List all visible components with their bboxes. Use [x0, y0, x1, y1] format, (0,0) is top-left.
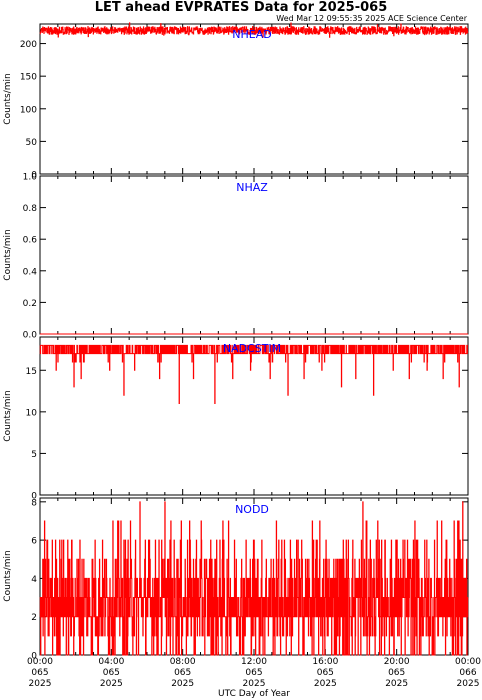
x-tick-label: 2025 [457, 679, 480, 689]
panel-nhead-ytick-label: 150 [20, 73, 37, 83]
panel-nhead-xticks [39, 24, 469, 174]
panel-nhead-ytick-label: 50 [26, 138, 38, 148]
x-tick-label: 065 [317, 668, 334, 678]
panel-nodd-ytick-label: 0 [31, 652, 37, 662]
x-tick-label: 2025 [171, 679, 194, 689]
panel-nhaz-ytick-label: 0.6 [23, 236, 38, 246]
panel-nadcstim-ylabel: Counts/min [3, 390, 13, 441]
panel-nadcstim-yticks: 0 5 10 15 [26, 367, 468, 502]
chart-title: LET ahead EVPRATES Data for 2025-065 [95, 0, 388, 15]
panel-nadcstim-ytick-label: 5 [31, 450, 37, 460]
x-tick-label: 00:00 [27, 657, 53, 667]
panel-nhaz-ylabel: Counts/min [3, 229, 13, 280]
panel-nadcstim-ytick-label: 15 [26, 367, 37, 377]
panel-nhead-ytick-label: 0 [31, 171, 37, 181]
x-tick-label: 065 [245, 668, 262, 678]
x-tick-label: 12:00 [241, 657, 267, 667]
panel-nodd-ytick-label: 4 [31, 575, 37, 585]
x-tick-labels: 00:00065202504:00065202508:00065202512:0… [27, 657, 481, 689]
x-tick-label: 065 [31, 668, 48, 678]
panel-nodd-ytick-label: 2 [31, 613, 37, 623]
panel-nadcstim-xticks [39, 337, 469, 495]
panel-nodd-series-label: NODD [235, 503, 269, 516]
x-tick-label: 066 [459, 668, 476, 678]
panel-nhaz: 0.0 0.2 0.4 0.6 0.8 1.0 Counts/min NHAZ [3, 173, 469, 341]
panel-nhead-ytick-label: 100 [20, 105, 37, 115]
x-tick-label: 2025 [385, 679, 408, 689]
panel-nhaz-ytick-label: 1.0 [23, 173, 38, 183]
panel-nhead: 0 50 100 150 200 Counts/min NHEAD [3, 22, 469, 181]
panel-nhaz-ytick-label: 0.4 [23, 267, 38, 277]
x-tick-label: 065 [388, 668, 405, 678]
x-tick-label: 2025 [29, 679, 52, 689]
x-tick-label: 2025 [100, 679, 123, 689]
panel-nhead-yticks: 0 50 100 150 200 [20, 40, 468, 181]
x-tick-label: 065 [174, 668, 191, 678]
panel-nhead-series-line [39, 22, 469, 38]
panel-nadcstim-series-label: NADCSTIM [223, 342, 281, 355]
panel-nhaz-ytick-label: 0.0 [23, 331, 38, 341]
x-tick-label: 04:00 [98, 657, 124, 667]
x-tick-label: 16:00 [312, 657, 338, 667]
panel-nadcstim-ytick-label: 0 [31, 492, 37, 502]
panel-nhaz-xticks [39, 176, 469, 334]
x-tick-label: 20:00 [384, 657, 410, 667]
panel-nadcstim: 0 5 10 15 Counts/min NADCSTIM [3, 336, 469, 502]
panel-nadcstim-series-line [39, 344, 468, 405]
panel-nhead-ylabel: Counts/min [3, 73, 13, 124]
panel-nodd-ytick-label: 8 [31, 498, 37, 508]
x-tick-label: 08:00 [170, 657, 196, 667]
panel-nhaz-series-label: NHAZ [236, 181, 268, 194]
x-tick-label: 00:00 [455, 657, 481, 667]
panel-nhead-series-label: NHEAD [232, 28, 271, 41]
panel-nhead-ytick-label: 200 [20, 40, 37, 50]
timestamp: Wed Mar 12 09:55:35 2025 ACE Science Cen… [276, 14, 467, 23]
panel-nhaz-ytick-label: 0.8 [23, 204, 38, 214]
panel-nodd: 0 2 4 6 8 Counts/min NODD [3, 497, 469, 662]
x-tick-label: 065 [103, 668, 120, 678]
panel-nodd-ytick-label: 6 [31, 537, 37, 547]
x-axis-label: UTC Day of Year [218, 689, 290, 699]
panel-nodd-series-line [39, 501, 469, 656]
panel-nodd-ylabel: Counts/min [3, 550, 13, 601]
panel-nhaz-ytick-label: 0.2 [23, 299, 37, 309]
x-tick-label: 2025 [314, 679, 337, 689]
x-tick-label: 2025 [243, 679, 266, 689]
panel-nhaz-yticks: 0.0 0.2 0.4 0.6 0.8 1.0 [23, 173, 468, 341]
panel-nadcstim-ytick-label: 10 [26, 408, 38, 418]
